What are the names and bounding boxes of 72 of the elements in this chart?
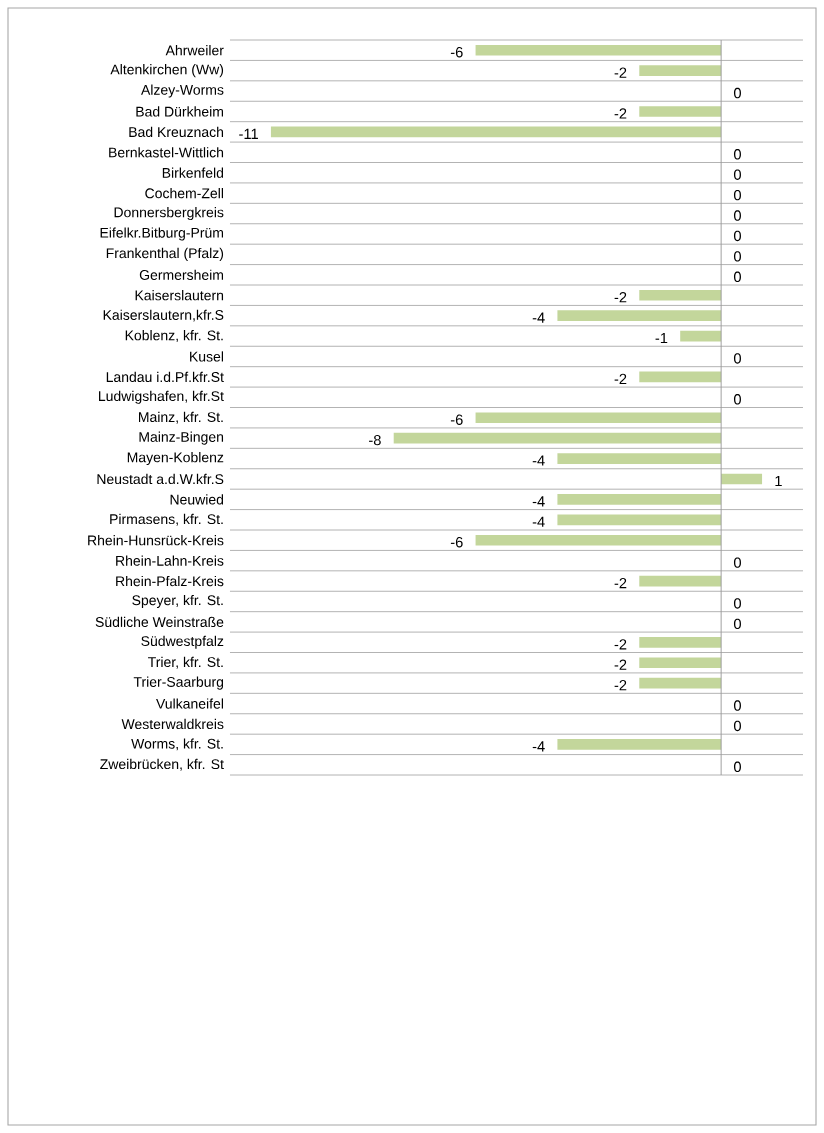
data-label: -4 — [532, 516, 545, 527]
y-tick-label: Ahrweiler — [165, 45, 224, 56]
y-tick-label: Alzey-Worms — [141, 84, 224, 98]
y-tick-label: Mayen-Koblenz — [127, 452, 224, 466]
y-tick-label: Westerwaldkreis — [121, 718, 224, 730]
data-label: 0 — [733, 210, 741, 221]
data-label: 0 — [733, 598, 741, 609]
y-tick-label: Kaiserslautern — [135, 290, 224, 301]
data-label: 0 — [733, 618, 741, 630]
y-tick-label: Trier, kfr. St. — [148, 656, 223, 669]
data-label: 0 — [733, 557, 741, 568]
y-tick-label: Bad Dürkheim — [136, 106, 223, 117]
data-label: -2 — [614, 639, 627, 650]
y-tick-label: Donnersbergkreis — [114, 207, 224, 221]
y-tick-label: Bad Kreuznach — [129, 126, 224, 138]
data-label: 1 — [775, 475, 782, 487]
y-tick-label: Birkenfeld — [162, 167, 224, 178]
data-label: 0 — [733, 87, 741, 99]
data-label: -6 — [450, 414, 463, 425]
data-label: -2 — [614, 67, 627, 78]
data-label: -6 — [450, 47, 463, 58]
y-tick-label: Ludwigshafen, kfr.St — [99, 390, 224, 404]
y-tick-label: Worms, kfr. St. — [131, 738, 223, 751]
data-label: 0 — [733, 189, 741, 201]
data-label: 0 — [733, 353, 741, 364]
y-tick-label: Mainz, kfr. St. — [139, 411, 223, 424]
y-tick-label: Kaiserslautern,kfr.S — [103, 309, 224, 322]
data-label: -2 — [614, 292, 627, 303]
y-tick-label: Cochem-Zell — [145, 187, 224, 199]
y-tick-label: Neustadt a.d.W.kfr.S — [97, 473, 224, 485]
y-tick-label: Pirmasens, kfr. St. — [110, 513, 223, 526]
data-label: -4 — [532, 455, 545, 466]
y-tick-label: Südwestpfalz — [141, 635, 224, 649]
data-label: -4 — [532, 496, 545, 507]
y-tick-label: Zweibrücken, kfr. St — [100, 758, 224, 771]
y-tick-label: Frankenthal (Pfalz) — [106, 247, 224, 261]
data-label: 0 — [733, 394, 741, 405]
data-label: -2 — [614, 659, 627, 670]
data-label: 0 — [733, 271, 741, 282]
data-label: -2 — [614, 108, 627, 119]
y-tick-label: Bernkastel-Wittlich — [109, 147, 224, 158]
y-tick-label: Rhein-Pfalz-Kreis — [116, 575, 224, 587]
data-label: 0 — [733, 230, 741, 242]
data-label: -2 — [614, 373, 627, 384]
y-tick-label: Eifelkr.Bitburg-Prüm — [100, 227, 224, 241]
data-label: 0 — [733, 720, 741, 732]
data-label: 0 — [733, 169, 741, 180]
y-tick-label: Trier-Saarburg — [133, 676, 224, 690]
data-label: -11 — [239, 128, 258, 139]
data-label: 0 — [733, 761, 741, 772]
y-tick-label: Rhein-Lahn-Kreis — [116, 555, 224, 566]
y-tick-label: Landau i.d.Pf.kfr.St — [106, 371, 224, 383]
y-tick-label: Speyer, kfr. St. — [132, 594, 223, 608]
y-tick-label: Mainz-Bingen — [139, 431, 224, 445]
y-tick-label: Germersheim — [139, 269, 224, 280]
y-tick-label: Kusel — [190, 351, 224, 362]
data-label: -4 — [532, 312, 545, 323]
data-label: -4 — [532, 741, 545, 752]
data-label: -2 — [614, 577, 627, 589]
y-tick-label: Altenkirchen (Ww) — [110, 64, 224, 78]
y-tick-label: Rhein-Hunsrück-Kreis — [88, 535, 224, 546]
data-label: 0 — [733, 700, 741, 711]
data-label: -6 — [450, 537, 463, 548]
y-tick-label: Südliche Weinstraße — [95, 616, 224, 628]
y-tick-label: Koblenz, kfr. St. — [125, 330, 223, 343]
data-label: -8 — [369, 434, 381, 446]
data-label: 0 — [733, 149, 741, 160]
y-tick-label: Vulkaneifel — [156, 698, 223, 709]
y-tick-label: Neuwied — [170, 494, 224, 505]
data-label: -2 — [614, 680, 627, 691]
data-label: 0 — [733, 251, 741, 262]
data-label: -1 — [655, 333, 668, 344]
